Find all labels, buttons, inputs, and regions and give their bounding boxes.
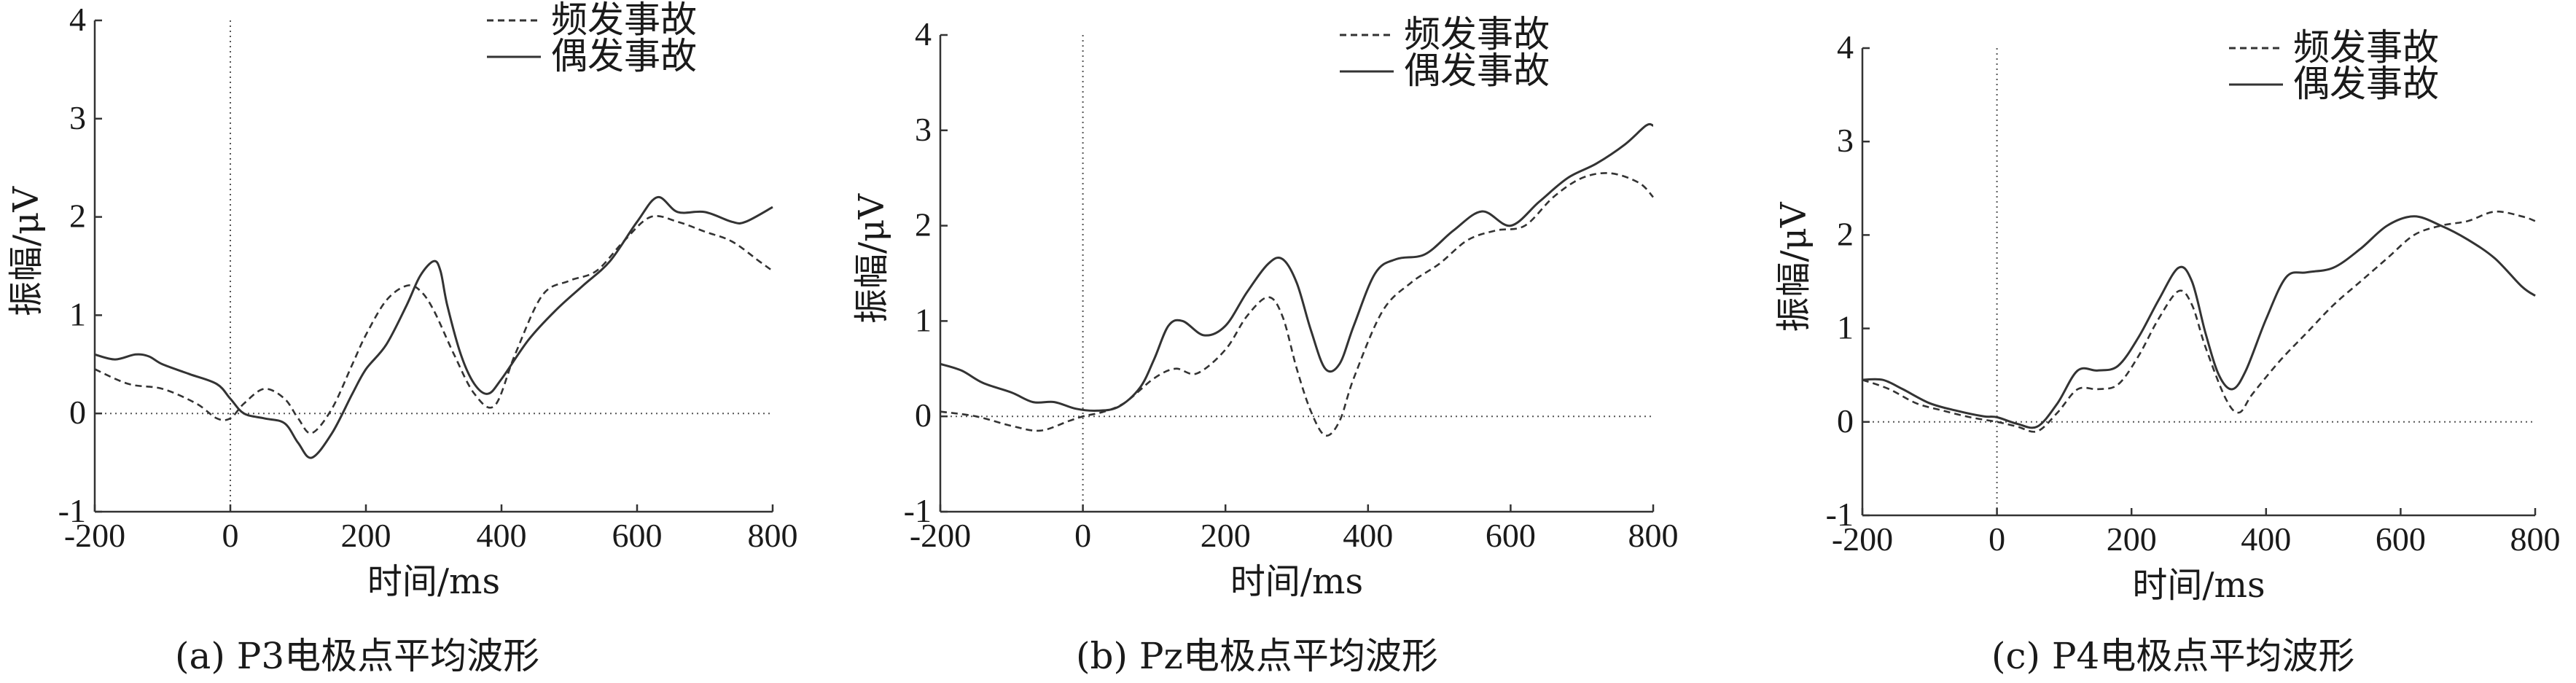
y-tick-label: -1: [904, 492, 932, 529]
series-occasional-line: [94, 196, 773, 459]
series-occasional-line: [1862, 215, 2536, 429]
legend-label: 频发事故: [2293, 26, 2439, 69]
y-tick-label: -1: [58, 492, 86, 529]
x-tick-label: -200: [910, 517, 971, 554]
x-tick-label: -200: [64, 517, 125, 554]
x-axis-title: 时间/ms: [367, 561, 500, 602]
series-frequent-line: [94, 214, 773, 434]
series-frequent-line: [1862, 210, 2536, 433]
x-tick-label: 400: [2241, 520, 2291, 558]
x-tick-label: 600: [2376, 520, 2426, 558]
x-tick-label: 400: [477, 517, 527, 554]
y-axis-title: 振幅/μV: [6, 186, 47, 316]
legend-label: 频发事故: [551, 0, 697, 41]
y-tick-label: 2: [1837, 215, 1854, 252]
x-tick-label: 0: [1988, 520, 2005, 558]
y-tick-label: 4: [915, 15, 932, 52]
x-axis-title: 时间/ms: [2132, 565, 2265, 606]
y-tick-label: 3: [69, 99, 86, 136]
y-tick-label: 2: [915, 206, 932, 243]
y-tick-label: 1: [915, 301, 932, 338]
y-tick-label: 4: [69, 1, 86, 38]
series-occasional-line: [940, 122, 1654, 412]
legend-label: 偶发事故: [2293, 63, 2439, 105]
legend-label: 频发事故: [1404, 13, 1550, 55]
chart-panel-b: -1 0 1 2 3 4 -200 0 200 400 600 800 时间/ms 振幅/μV 频发事故 偶发…: [851, 0, 1717, 683]
y-tick-label: 4: [1837, 28, 1854, 66]
x-tick-label: 800: [2510, 520, 2561, 558]
x-tick-label: 800: [1628, 517, 1679, 554]
y-tick-label: 0: [915, 397, 932, 434]
chart-c-caption: (c) P4电极点平均波形: [1991, 635, 2355, 677]
y-tick-label: 0: [69, 394, 86, 431]
y-tick-label: 0: [1837, 402, 1854, 440]
chart-c-svg: -1 0 1 2 3 4 -200 0 200 400 600 800 时间/ms 振幅/μV 频发事故偶发…: [1773, 26, 2561, 606]
y-axis-title: 振幅/μV: [1773, 201, 1814, 332]
x-tick-label: 0: [1074, 517, 1091, 554]
series-frequent-line: [940, 172, 1654, 437]
x-tick-label: 200: [1201, 517, 1251, 554]
x-tick-label: 400: [1343, 517, 1393, 554]
y-tick-label: 1: [1837, 309, 1854, 346]
chart-b-svg: -1 0 1 2 3 4 -200 0 200 400 600 800 时间/ms 振幅/μV 频发事故偶发…: [851, 13, 1679, 602]
y-tick-label: 2: [69, 198, 86, 235]
x-tick-label: -200: [1832, 520, 1893, 558]
legend-label: 偶发事故: [551, 35, 697, 77]
y-tick-label: 1: [69, 295, 86, 332]
x-tick-label: 200: [341, 517, 391, 554]
chart-panel-c: -1 0 1 2 3 4 -200 0 200 400 600 800 时间/ms 振幅/μV 频发事故 偶发…: [1717, 0, 2576, 683]
x-tick-label: 600: [612, 517, 663, 554]
y-tick-label: 3: [915, 111, 932, 148]
y-axis-title: 振幅/μV: [851, 193, 892, 324]
chart-a-caption: (a) P3电极点平均波形: [175, 635, 540, 677]
x-tick-label: 600: [1486, 517, 1536, 554]
x-tick-label: 800: [748, 517, 798, 554]
legend-label: 偶发事故: [1404, 50, 1550, 92]
chart-panel-a: -1 0 1 2 3 4 -200 0 200 400 600 800 时间/ms 振幅/μV 频发事故 偶发…: [0, 0, 859, 683]
x-tick-label: 200: [2107, 520, 2157, 558]
chart-a-svg: -1 0 1 2 3 4 -200 0 200 400 600 800 时间/ms 振幅/μV 频发事故偶发…: [6, 0, 798, 602]
chart-b-caption: (b) Pz电极点平均波形: [1076, 635, 1438, 677]
y-tick-label: -1: [1826, 496, 1854, 533]
x-tick-label: 0: [222, 517, 239, 554]
x-axis-title: 时间/ms: [1230, 561, 1363, 602]
y-tick-label: 3: [1837, 122, 1854, 159]
